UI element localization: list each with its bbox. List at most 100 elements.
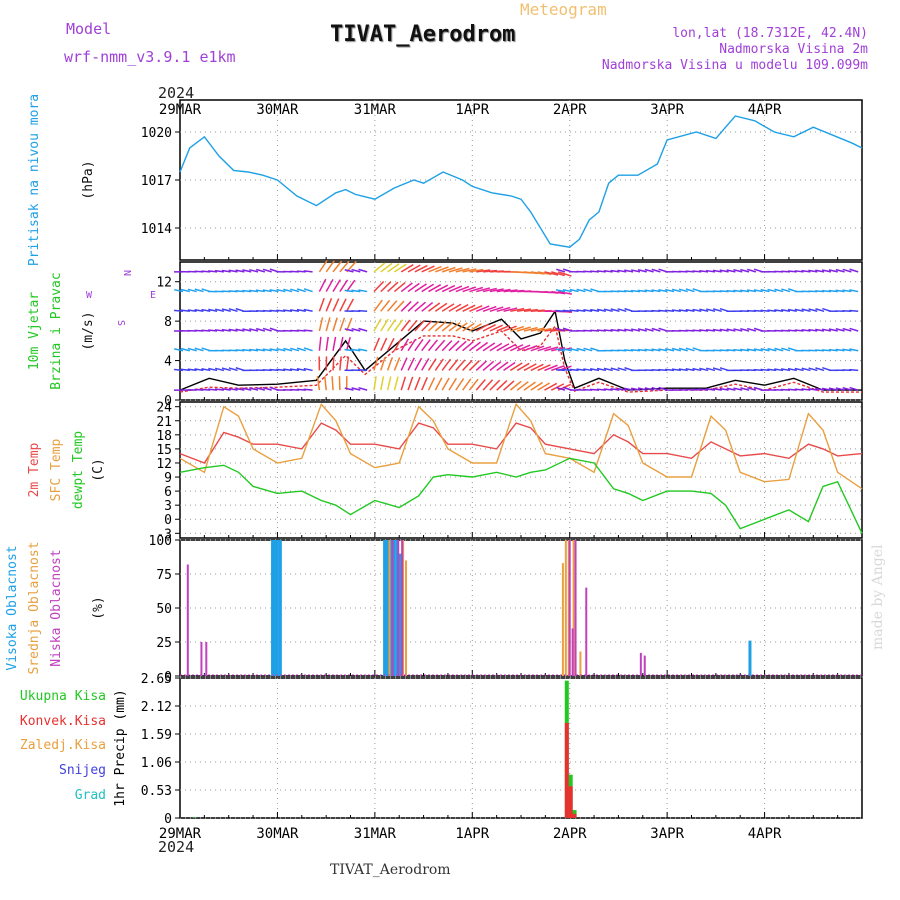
panel-frame-precip <box>179 677 863 819</box>
compass-w: W <box>86 290 93 301</box>
y-axis-label: Visoka Oblacnost <box>5 545 20 670</box>
x-tick-label-bottom: 1APR <box>455 826 489 842</box>
y-tick-label: 0 <box>164 670 172 685</box>
model-elevation-label: Nadmorska Visina u modelu 109.099m <box>601 58 868 73</box>
compass-n: N <box>121 270 132 276</box>
x-tick-label-top: 4APR <box>748 102 782 118</box>
bar-visoka-oblacnost <box>392 540 396 676</box>
precip-legend-item: Snijeg <box>59 763 106 778</box>
x-tick-label-bottom: 30MAR <box>256 826 299 842</box>
bar-visoka-oblacnost <box>386 540 390 676</box>
bar-niska-oblacnost <box>200 642 203 676</box>
series-line-sfc-temp <box>179 402 863 490</box>
bar-srednja-oblacnost <box>561 563 564 676</box>
bar-visoka-oblacnost <box>748 640 752 676</box>
y-tick-label: 15 <box>156 443 172 458</box>
y-tick-label: 21 <box>156 415 172 430</box>
bar-srednja-oblacnost <box>572 540 575 676</box>
model-label: Model <box>66 20 112 38</box>
bar-srednja-oblacnost <box>564 540 567 676</box>
y-tick-label: 3 <box>164 499 172 514</box>
y-tick-label: 0 <box>164 394 172 409</box>
precip-legend-item: Ukupna Kisa <box>20 689 106 704</box>
y-tick-label: 0 <box>164 812 172 827</box>
x-tick-label-bottom: 31MAR <box>354 826 397 842</box>
elevation-label: Nadmorska Visina 2m <box>719 42 868 57</box>
y-tick-label: -3 <box>156 527 172 542</box>
y-axis-label: (m/s) <box>81 311 96 350</box>
y-tick-label: 24 <box>156 401 172 416</box>
y-axis-label: Srednja Oblacnost <box>27 541 42 674</box>
bar-niska-oblacnost <box>205 642 208 676</box>
precip-legend-item: Konvek.Kisa <box>20 714 106 729</box>
bar-niska-oblacnost <box>571 628 574 676</box>
series-line-2m-temp <box>179 422 863 464</box>
compass-s: S <box>115 320 126 326</box>
meteogram-label: Meteogram <box>520 0 607 19</box>
y-axis-label: (%) <box>91 596 106 619</box>
y-axis-label: 10m Vjetar <box>27 292 42 370</box>
y-tick-label: 25 <box>156 636 172 651</box>
y-tick-label: 12 <box>156 457 172 472</box>
y-tick-label: 12 <box>156 276 172 291</box>
y-axis-label: dewpt Temp <box>71 431 86 509</box>
bar-srednja-oblacnost <box>579 651 582 676</box>
y-axis-label: (C) <box>91 458 106 481</box>
panel-frame-temperature <box>179 401 863 539</box>
bar-niska-oblacnost <box>401 540 404 676</box>
bar-niska-oblacnost <box>391 540 394 676</box>
y-axis-label: Niska Oblacnost <box>49 549 64 666</box>
y-tick-label: 6 <box>164 485 172 500</box>
series-line-dewpt-temp <box>179 457 863 534</box>
bar-visoka-oblacnost <box>275 540 279 676</box>
bar-visoka-oblacnost <box>383 540 387 676</box>
bar-ukupna-kisa <box>192 817 197 818</box>
bar-visoka-oblacnost <box>273 540 277 676</box>
bar-niska-oblacnost <box>574 540 577 676</box>
x-tick-label-top: 3APR <box>650 102 684 118</box>
y-tick-label: 1017 <box>141 174 172 189</box>
bar-konvek.kisa <box>564 722 569 818</box>
series-line-speed <box>179 309 862 391</box>
y-tick-label: 1.06 <box>141 756 172 771</box>
lonlat-label: lon,lat (18.7312E, 42.4N) <box>672 26 868 41</box>
series-line-gust <box>179 324 862 393</box>
bar-srednja-oblacnost <box>388 540 391 676</box>
bar-srednja-oblacnost <box>405 560 408 676</box>
y-axis-label: Pritisak na nivou mora <box>27 94 42 266</box>
x-tick-label-bottom: 4APR <box>748 826 782 842</box>
year-top: 2024 <box>158 84 195 102</box>
y-axis-label: 1hr Precip (mm) <box>113 689 128 806</box>
bar-konvek.kisa <box>568 786 573 818</box>
x-tick-label-bottom: 29MAR <box>159 826 202 842</box>
y-tick-label: 1014 <box>141 222 172 237</box>
x-tick-label-top: 30MAR <box>256 102 299 118</box>
y-axis-label: (hPa) <box>81 160 96 199</box>
y-tick-label: 18 <box>156 429 172 444</box>
y-tick-label: 1.59 <box>141 728 172 743</box>
bar-niska-oblacnost <box>397 540 400 676</box>
y-tick-label: 75 <box>156 568 172 583</box>
x-tick-label-top: 31MAR <box>354 102 397 118</box>
precip-legend-item: Grad <box>75 788 106 803</box>
x-tick-label-top: 2APR <box>553 102 587 118</box>
y-tick-label: 0 <box>164 513 172 528</box>
page-title: TIVAT_Aerodrom <box>330 22 516 47</box>
bar-visoka-oblacnost <box>271 540 275 676</box>
y-tick-label: 0.53 <box>141 784 172 799</box>
x-tick-label-top: 29MAR <box>159 102 202 118</box>
bar-niska-oblacnost <box>639 652 642 676</box>
year-bottom: 2024 <box>158 838 195 856</box>
compass-e: E <box>150 290 156 301</box>
bar-niska-oblacnost <box>585 587 588 676</box>
y-tick-label: 2.65 <box>141 672 172 687</box>
y-axis-label: 2m Temp <box>27 442 42 497</box>
precip-legend-item: Zaledj.Kisa <box>20 738 106 753</box>
bar-visoka-oblacnost <box>278 540 282 676</box>
wind-barbs <box>173 259 859 391</box>
y-tick-label: 2.12 <box>141 700 172 715</box>
y-tick-label: 8 <box>164 315 172 330</box>
x-tick-label-bottom: 2APR <box>553 826 587 842</box>
y-tick-label: 50 <box>156 602 172 617</box>
